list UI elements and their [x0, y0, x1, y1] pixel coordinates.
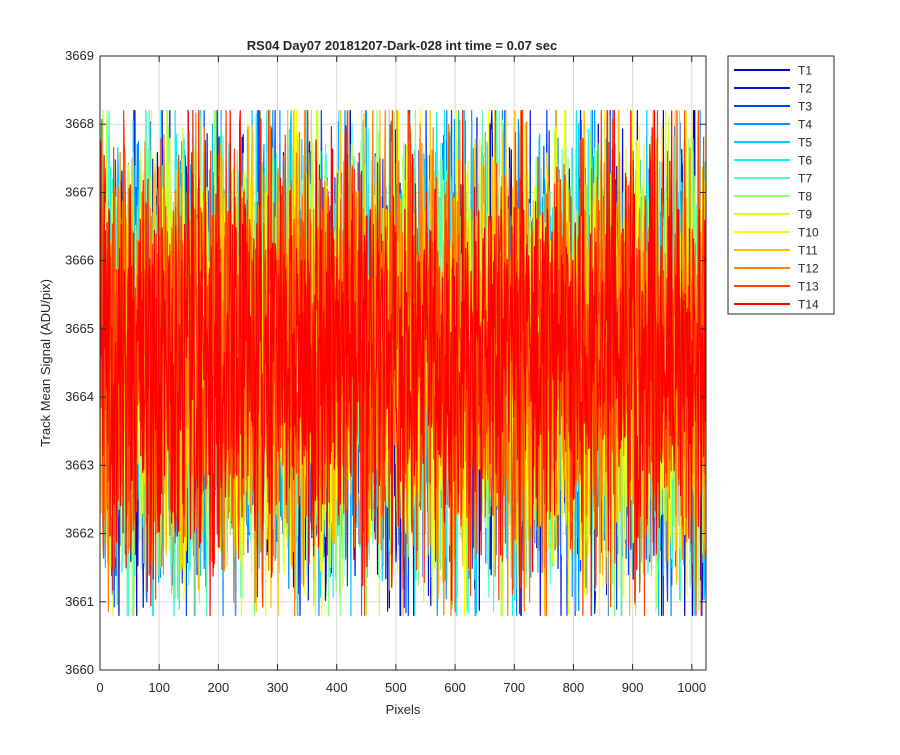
x-tick-label: 200	[208, 680, 230, 695]
y-axis: 3660 3661 3662 3663 3664 3665 3666 3667 3668 3669	[65, 48, 706, 677]
legend: T1 T2 T3 T4 T5 T6 T7 T8 T9 T10 T11 T12 T13 T14	[727, 55, 835, 315]
y-axis-label: Track Mean Signal (ADU/pix)	[38, 279, 53, 447]
series-line-t14	[100, 109, 706, 617]
y-tick-label: 3664	[65, 389, 94, 404]
series-group	[100, 109, 706, 617]
y-tick-label: 3660	[65, 662, 94, 677]
chart-title: RS04 Day07 20181207-Dark-028 int time = …	[247, 38, 557, 53]
legend-label-t1: T1	[798, 64, 812, 78]
y-tick-label: 3661	[65, 594, 94, 609]
legend-label-t2: T2	[798, 82, 812, 96]
y-tick-label: 3662	[65, 526, 94, 541]
y-tick-label: 3667	[65, 184, 94, 199]
x-tick-label: 700	[503, 680, 525, 695]
legend-box	[727, 55, 835, 315]
legend-label-t6: T6	[798, 154, 812, 168]
x-axis: 0 100 200 300 400 500 600 700 800 900 1000	[96, 56, 706, 695]
legend-label-t11: T11	[798, 244, 818, 258]
legend-label-t5: T5	[798, 136, 812, 150]
x-tick-label: 100	[148, 680, 170, 695]
x-tick-label: 0	[96, 680, 103, 695]
x-tick-label: 400	[326, 680, 348, 695]
legend-label-t13: T13	[798, 280, 819, 294]
legend-label-t14: T14	[798, 298, 819, 312]
x-tick-label: 600	[444, 680, 466, 695]
legend-label-t3: T3	[798, 100, 812, 114]
legend-label-t7: T7	[798, 172, 812, 186]
x-tick-label: 300	[267, 680, 289, 695]
y-tick-label: 3668	[65, 116, 94, 131]
legend-label-t9: T9	[798, 208, 812, 222]
legend-label-t12: T12	[798, 262, 819, 276]
legend-label-t4: T4	[798, 118, 812, 132]
y-tick-label: 3663	[65, 457, 94, 472]
y-tick-label: 3666	[65, 253, 94, 268]
plot-frame	[99, 55, 707, 671]
x-tick-label: 800	[563, 680, 585, 695]
x-tick-label: 500	[385, 680, 407, 695]
legend-label-t10: T10	[798, 226, 819, 240]
x-tick-label: 1000	[677, 680, 706, 695]
legend-label-t8: T8	[798, 190, 812, 204]
series-line-t12	[100, 109, 706, 617]
y-tick-label: 3669	[65, 48, 94, 63]
y-tick-label: 3665	[65, 321, 94, 336]
x-tick-label: 900	[622, 680, 644, 695]
x-axis-label: Pixels	[386, 702, 421, 717]
